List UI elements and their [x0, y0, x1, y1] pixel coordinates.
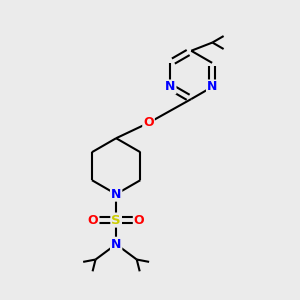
- Text: O: O: [134, 214, 144, 226]
- Text: N: N: [111, 238, 121, 251]
- Text: O: O: [143, 116, 154, 129]
- Text: N: N: [207, 80, 217, 94]
- Text: S: S: [111, 214, 121, 226]
- Text: N: N: [165, 80, 175, 94]
- Text: N: N: [111, 188, 121, 201]
- Text: O: O: [88, 214, 98, 226]
